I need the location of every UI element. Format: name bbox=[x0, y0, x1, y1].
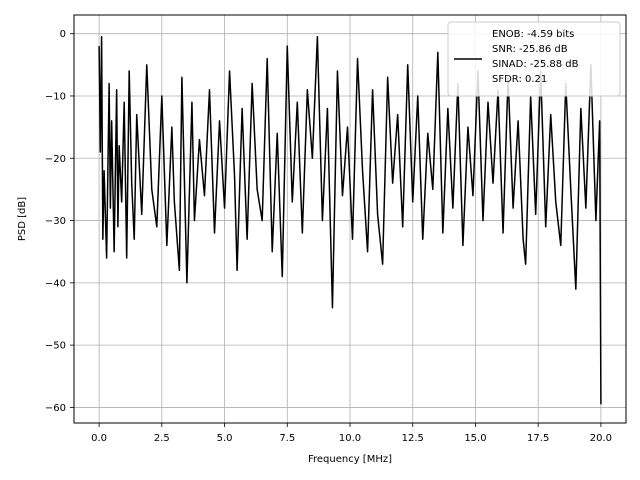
y-tick-label: 0 bbox=[60, 29, 66, 40]
y-tick-label: −10 bbox=[45, 91, 66, 102]
legend: ENOB: -4.59 bits SNR: -25.86 dB SINAD: -25… bbox=[447, 21, 621, 97]
legend-line-text: SINAD: -25.88 dB bbox=[492, 59, 579, 70]
series-layer bbox=[98, 36, 602, 405]
y-tick-label: −40 bbox=[45, 278, 66, 289]
x-tick-label: 15.0 bbox=[464, 433, 486, 444]
legend-line-text: ENOB: -4.59 bits bbox=[492, 29, 574, 40]
grid bbox=[74, 15, 626, 423]
x-tick-label: 2.5 bbox=[154, 433, 170, 444]
y-tick-label: −30 bbox=[45, 216, 66, 227]
x-tick-label: 20.0 bbox=[590, 433, 612, 444]
legend-line-text: SFDR: 0.21 bbox=[492, 74, 547, 85]
legend-box bbox=[447, 21, 621, 97]
y-axis: 0 −10 −20 −30 −40 −50 −60 bbox=[45, 29, 74, 414]
y-axis-label: PSD [dB] bbox=[17, 197, 28, 241]
x-axis: 0.0 2.5 5.0 7.5 10.0 12.5 15.0 17.5 20.0 bbox=[91, 423, 612, 444]
y-tick-label: −60 bbox=[45, 403, 66, 414]
legend-line-text: SNR: -25.86 dB bbox=[492, 44, 568, 55]
y-tick-label: −20 bbox=[45, 154, 66, 165]
series-line bbox=[98, 36, 602, 405]
legend-entry: ENOB: -4.59 bits SNR: -25.86 dB SINAD: -25… bbox=[492, 29, 579, 85]
x-axis-label: Frequency [MHz] bbox=[308, 454, 392, 465]
y-tick-label: −50 bbox=[45, 341, 66, 352]
x-tick-label: 17.5 bbox=[527, 433, 549, 444]
x-tick-label: 12.5 bbox=[402, 433, 424, 444]
x-tick-label: 7.5 bbox=[279, 433, 295, 444]
x-tick-label: 0.0 bbox=[91, 433, 107, 444]
x-tick-label: 10.0 bbox=[339, 433, 361, 444]
x-tick-label: 5.0 bbox=[217, 433, 233, 444]
